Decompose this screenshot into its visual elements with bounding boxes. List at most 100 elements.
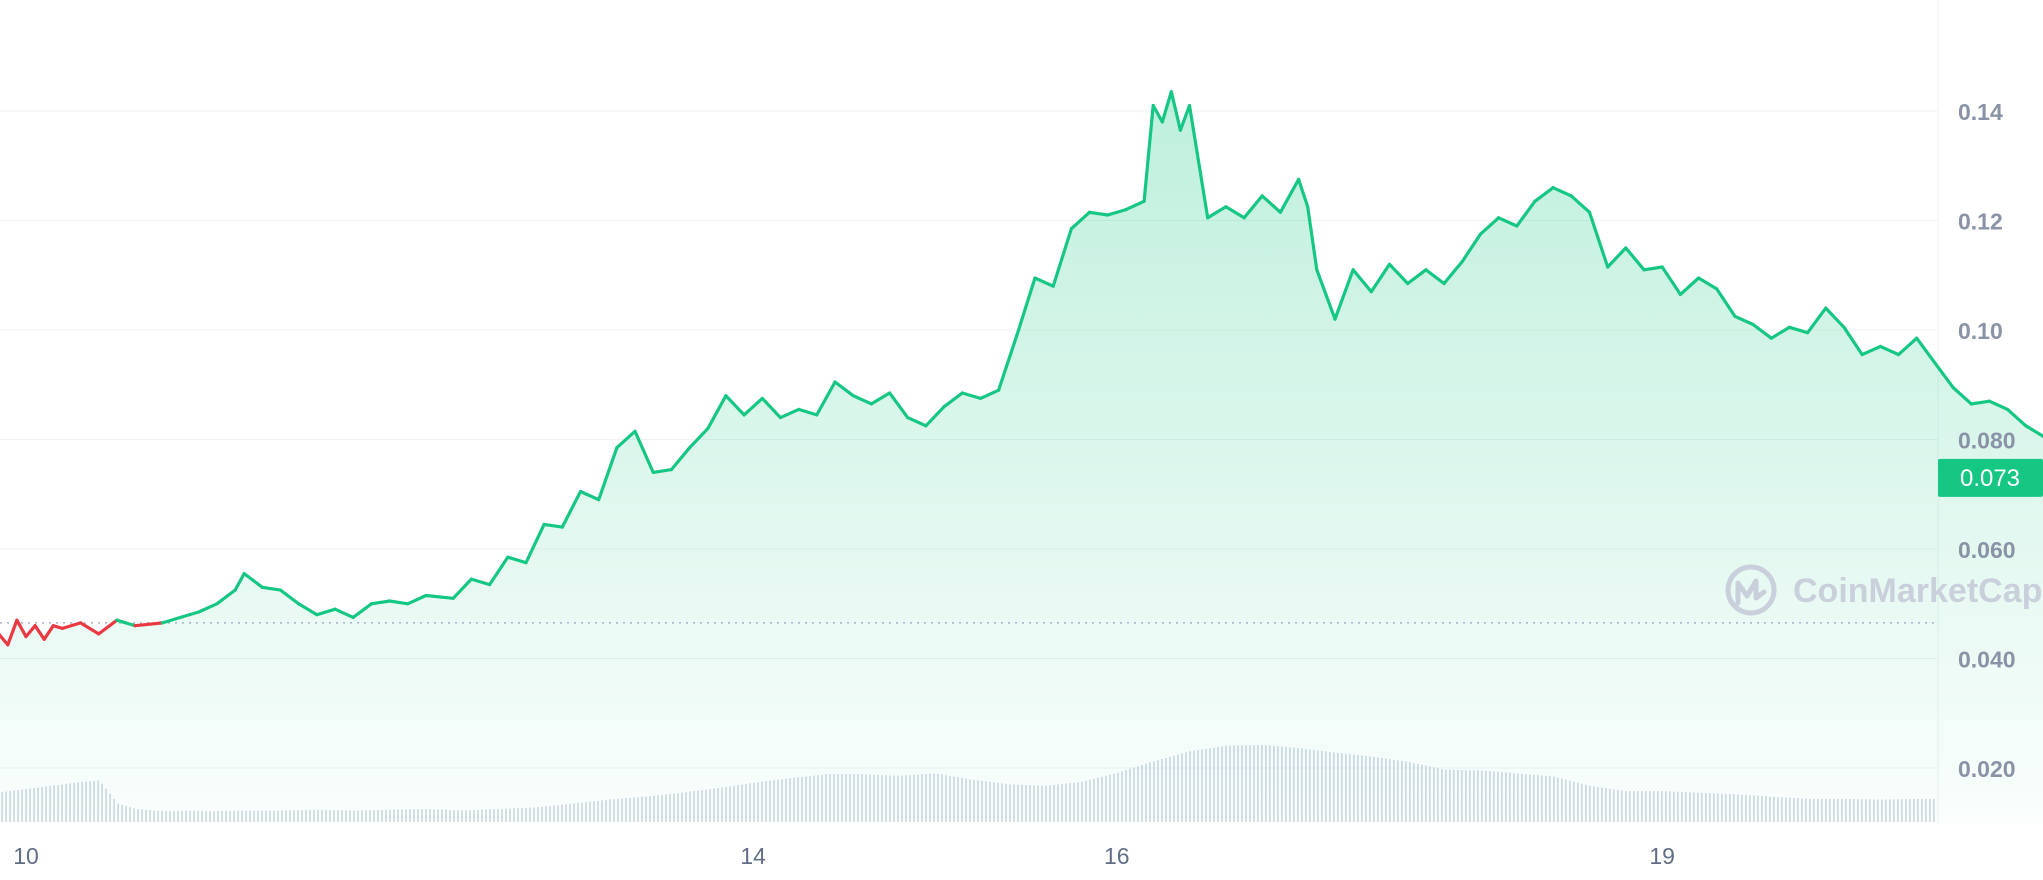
price-line-segment xyxy=(1151,103,1164,124)
price-line-segment xyxy=(1069,210,1092,231)
price-line-segment xyxy=(1787,325,1810,335)
price-line-segment xyxy=(578,489,601,502)
price-line-segment xyxy=(1478,216,1501,236)
coinmarketcap-logo-icon xyxy=(1725,564,1777,616)
price-line-segment xyxy=(597,446,619,502)
price-line-segment xyxy=(633,429,655,474)
price-line-segment xyxy=(1496,216,1519,228)
price-line-segment xyxy=(1051,227,1074,288)
price-line-segment xyxy=(1242,194,1264,220)
price-line-segment xyxy=(906,416,928,428)
x-axis-ticks: 10141619222529Apr4710 xyxy=(13,843,1675,869)
price-line-segment xyxy=(1142,103,1155,203)
price-line-segment xyxy=(1515,199,1537,228)
price-line-segment xyxy=(560,489,583,529)
price-line-segment xyxy=(1606,246,1628,269)
price-line-segment xyxy=(1715,287,1737,318)
y-tick-label: 0.080 xyxy=(1958,428,2016,454)
price-line-segment xyxy=(778,407,801,420)
price-line-segment xyxy=(1278,177,1301,214)
price-line-segment xyxy=(1660,265,1683,296)
price-line-segment xyxy=(1169,90,1183,132)
price-line-segment xyxy=(1015,276,1037,338)
price-line-segment xyxy=(297,602,319,617)
price-line-segment xyxy=(1033,276,1055,288)
price-line-segment xyxy=(1178,103,1192,132)
x-tick-label: 14 xyxy=(740,843,766,869)
y-tick-label: 0.14 xyxy=(1958,99,2003,125)
price-line-segment xyxy=(1424,268,1446,286)
price-line-segment xyxy=(524,522,546,565)
price-line[interactable] xyxy=(0,90,2043,647)
price-line-segment xyxy=(1296,177,1310,209)
price-line-segment xyxy=(1369,262,1392,294)
price-line-segment xyxy=(1696,276,1719,291)
price-line-segment xyxy=(15,618,28,639)
price-line-segment xyxy=(1987,399,2010,411)
current-price-tag: 0.073 xyxy=(1938,458,2043,497)
price-line-segment xyxy=(333,607,355,620)
price-line-segment xyxy=(406,593,428,606)
current-price-box xyxy=(1938,458,2043,497)
price-line-segment xyxy=(160,615,183,625)
price-line-segment xyxy=(1824,306,1846,329)
price-line-segment xyxy=(506,555,528,565)
price-line-segment xyxy=(1878,344,1901,357)
y-axis-ticks: 0.020 0.040 0.060 0.080 0.10 0.12 0.14 xyxy=(1958,99,2016,782)
price-line-segment xyxy=(851,394,874,406)
price-line-segment xyxy=(1969,399,1992,406)
price-line-segment xyxy=(687,427,710,450)
price-area-fill xyxy=(0,91,2043,823)
price-line-segment xyxy=(1160,90,1173,124)
price-line-segment xyxy=(33,624,46,641)
price-line-segment xyxy=(833,380,855,398)
price-line-segment xyxy=(797,407,819,417)
price-line-segment xyxy=(115,618,137,628)
price-line-segment xyxy=(1569,194,1592,214)
price-line-segment xyxy=(2005,407,2028,428)
price-line-segment xyxy=(0,632,10,647)
price-line-segment xyxy=(133,621,164,628)
price-line-segment xyxy=(1642,265,1664,272)
price-line-segment xyxy=(542,522,564,529)
x-tick-label: 16 xyxy=(1104,843,1130,869)
price-line-segment xyxy=(315,607,337,617)
price-line-segment xyxy=(6,618,19,647)
price-line-segment xyxy=(42,624,55,641)
y-tick-label: 0.12 xyxy=(1958,209,2003,235)
price-line-segment xyxy=(1842,325,1864,357)
price-line-segment xyxy=(197,602,219,614)
price-line-segment xyxy=(815,380,837,417)
price-line-segment xyxy=(1915,336,1937,365)
price-line-segment xyxy=(1860,344,1883,357)
watermark-text: CoinMarketCap xyxy=(1793,572,2042,610)
price-line-segment xyxy=(996,333,1019,392)
price-line-segment xyxy=(369,599,392,606)
watermark: CoinMarketCap xyxy=(1725,564,2042,616)
price-line-segment xyxy=(215,588,237,606)
price-line-segment xyxy=(1769,325,1792,340)
price-line-segment xyxy=(1551,186,1573,198)
price-line-segment xyxy=(278,588,301,606)
price-line-segment xyxy=(887,391,910,420)
price-line-segment xyxy=(1442,260,1464,286)
price-line-segment xyxy=(78,621,101,636)
price-line-segment xyxy=(1406,268,1428,286)
price-line-segment xyxy=(233,571,246,592)
price-line-segment xyxy=(1387,262,1410,286)
price-line-segment xyxy=(1306,205,1319,272)
price-line-segment xyxy=(1087,210,1110,217)
price-line-segment xyxy=(488,555,510,587)
x-tick-label: 19 xyxy=(1649,843,1675,869)
price-line-segment xyxy=(1896,336,1919,357)
price-line-segment xyxy=(742,396,764,417)
price-line-segment xyxy=(1587,210,1610,269)
price-line-segment xyxy=(351,602,373,620)
y-tick-label: 0.10 xyxy=(1958,318,2003,344)
price-line-segment xyxy=(1260,194,1283,214)
price-line-segment xyxy=(1805,306,1828,335)
price-line-segment xyxy=(960,391,983,400)
price-line-segment xyxy=(469,577,492,587)
price-line-segment xyxy=(1533,186,1555,203)
